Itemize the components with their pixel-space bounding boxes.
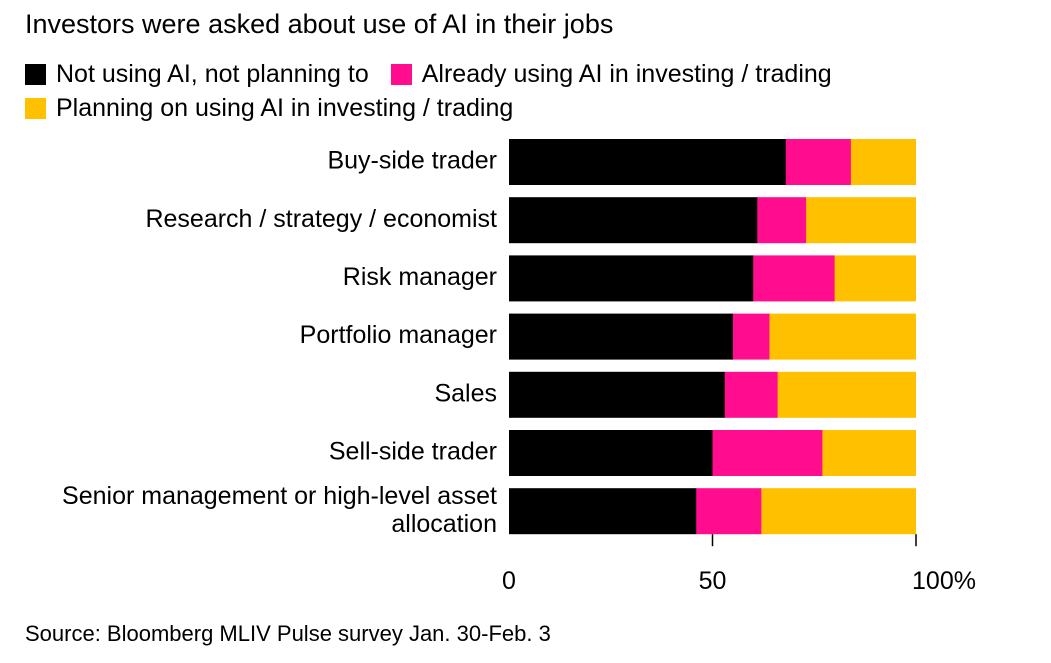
legend-item-not-using: Not using AI, not planning to [25, 60, 369, 89]
bar-buy-side-trader-not-using-ai-not-planning-to [509, 139, 787, 185]
bar-buy-side-trader-already-using-ai-in-investing-trading [785, 139, 852, 185]
bar-portfolio-manager-planning-on-using-ai-in-investing-trading [769, 313, 916, 360]
chart-title: Investors were asked about use of AI in … [25, 9, 614, 39]
category-label-research-strategy-economist: Research / strategy / economist [145, 205, 497, 233]
legend-label-planning: Planning on using AI in investing / trad… [56, 93, 514, 122]
x-tick-label-100: 100% [912, 567, 976, 595]
bar-portfolio-manager-already-using-ai-in-investing-trading [732, 313, 770, 360]
bar-senior-management-or-high-level-asset-allocation-already-using-ai-in-investing-trading [696, 488, 762, 535]
bar-research-strategy-economist-already-using-ai-in-investing-trading [757, 197, 807, 244]
legend-swatch-planning [25, 97, 46, 119]
legend-swatch-already-using [390, 63, 412, 85]
x-tick-label-50: 50 [699, 567, 727, 595]
bar-risk-manager-planning-on-using-ai-in-investing-trading [834, 255, 916, 302]
legend-label-not-using: Not using AI, not planning to [56, 59, 369, 88]
bar-sell-side-trader-not-using-ai-not-planning-to [509, 430, 713, 476]
bar-sales-planning-on-using-ai-in-investing-trading [777, 371, 916, 418]
bar-portfolio-manager-not-using-ai-not-planning-to [509, 313, 734, 360]
legend: Not using AI, not planning to Already us… [25, 57, 1025, 125]
legend-row-1: Not using AI, not planning to Already us… [25, 57, 1025, 91]
legend-item-already-using: Already using AI in investing / trading [390, 59, 832, 89]
bar-senior-management-or-high-level-asset-allocation-not-using-ai-not-planning-to [509, 488, 697, 535]
bar-sell-side-trader-planning-on-using-ai-in-investing-trading [822, 430, 916, 476]
bar-risk-manager-already-using-ai-in-investing-trading [753, 255, 836, 302]
bar-research-strategy-economist-planning-on-using-ai-in-investing-trading [806, 197, 916, 244]
bar-sales-not-using-ai-not-planning-to [509, 371, 726, 418]
bar-risk-manager-not-using-ai-not-planning-to [509, 255, 754, 302]
category-label-portfolio-manager: Portfolio manager [300, 321, 497, 349]
bar-sales-already-using-ai-in-investing-trading [724, 371, 779, 418]
bar-buy-side-trader-planning-on-using-ai-in-investing-trading [850, 139, 916, 185]
bar-research-strategy-economist-not-using-ai-not-planning-to [509, 197, 758, 244]
legend-item-planning: Planning on using AI in investing / trad… [25, 94, 513, 123]
category-label-sell-side-trader: Sell-side trader [329, 438, 497, 466]
category-label-sales: Sales [434, 379, 497, 407]
bar-senior-management-or-high-level-asset-allocation-planning-on-using-ai-in-investing-trading [761, 488, 916, 535]
category-label-risk-manager: Risk manager [343, 263, 497, 291]
category-label-senior-management-or-high-level-asset-allocation: Senior management or high-level asset all… [62, 482, 497, 538]
legend-swatch-not-using [25, 63, 46, 85]
bar-sell-side-trader-already-using-ai-in-investing-trading [712, 430, 823, 476]
legend-label-already-using: Already using AI in investing / trading [421, 59, 832, 88]
legend-row-2: Planning on using AI in investing / trad… [25, 91, 1025, 125]
source-note: Source: Bloomberg MLIV Pulse survey Jan.… [25, 621, 551, 646]
category-label-buy-side-trader: Buy-side trader [327, 147, 497, 175]
x-tick-label-0: 0 [502, 567, 516, 595]
